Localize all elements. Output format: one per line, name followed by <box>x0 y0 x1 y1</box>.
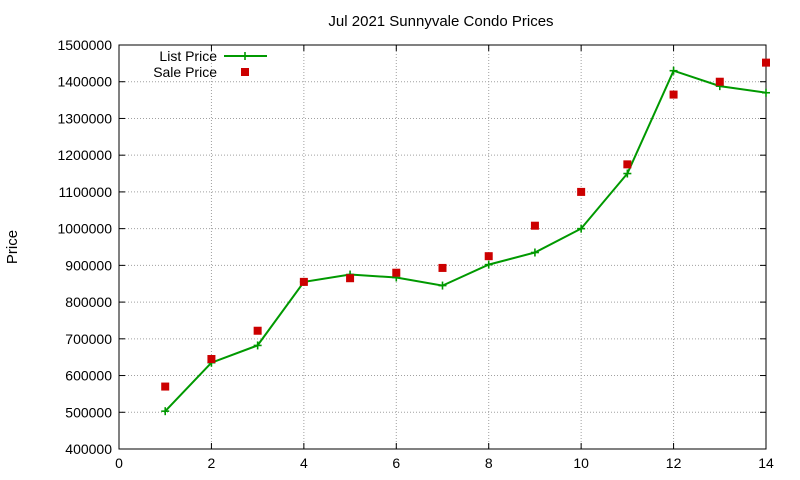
x-tick-label: 6 <box>392 455 400 471</box>
y-tick-label: 1200000 <box>57 147 112 163</box>
list-price-point <box>577 224 586 233</box>
y-axis-label: Price <box>4 230 21 264</box>
y-tick-label: 500000 <box>65 404 112 420</box>
series-list-price <box>161 66 770 416</box>
series-sale-price <box>161 58 770 391</box>
y-tick-label: 1400000 <box>57 74 112 90</box>
y-tick-label: 1500000 <box>57 37 112 53</box>
x-tick-label: 14 <box>758 455 774 471</box>
list-price-point <box>438 281 447 290</box>
y-tick-label: 700000 <box>65 331 112 347</box>
y-tick-label: 900000 <box>65 257 112 273</box>
y-tick-label: 1000000 <box>57 221 112 237</box>
list-price-line <box>164 69 767 412</box>
y-tick-label: 800000 <box>65 294 112 310</box>
x-tick-label: 0 <box>115 455 123 471</box>
legend-marker <box>241 52 249 60</box>
y-tick-label: 400000 <box>65 441 112 457</box>
chart-title: Jul 2021 Sunnyvale Condo Prices <box>328 13 553 30</box>
sale-price-point <box>438 263 447 272</box>
x-tick-label: 10 <box>573 455 589 471</box>
grid-lines <box>119 45 766 449</box>
sale-price-point <box>346 274 355 283</box>
sale-price-point <box>484 252 493 261</box>
list-price-point <box>762 88 770 97</box>
list-price-point <box>669 66 678 75</box>
x-tick-label: 8 <box>485 455 493 471</box>
sale-price-point <box>161 382 170 391</box>
sale-price-point <box>530 221 539 230</box>
list-price-point <box>484 260 493 269</box>
legend-label: List Price <box>159 48 217 64</box>
y-tick-label: 1300000 <box>57 110 112 126</box>
sale-price-point <box>392 268 401 277</box>
legend-marker <box>241 68 249 76</box>
list-price-point <box>253 341 262 350</box>
sale-price-point <box>207 355 216 364</box>
list-price-point <box>161 407 170 416</box>
y-tick-label: 600000 <box>65 368 112 384</box>
x-tick-label: 4 <box>300 455 308 471</box>
axis-ticks: 400000 500000 600000 700000 800000 900000 1000… <box>57 37 774 471</box>
x-tick-label: 2 <box>208 455 216 471</box>
sale-price-point <box>577 187 586 196</box>
sale-price-point <box>715 77 724 86</box>
plot-frame <box>118 44 767 450</box>
series-layer <box>161 58 770 416</box>
list-price-point <box>530 248 539 257</box>
sale-price-point <box>299 277 308 286</box>
sale-price-point <box>762 58 770 67</box>
legend-label: Sale Price <box>153 64 217 80</box>
sale-price-point <box>669 90 678 99</box>
sale-price-point <box>253 326 262 335</box>
x-tick-label: 12 <box>666 455 682 471</box>
y-tick-label: 1100000 <box>59 184 113 200</box>
list-price-point <box>623 169 632 178</box>
sale-price-point <box>623 160 632 169</box>
